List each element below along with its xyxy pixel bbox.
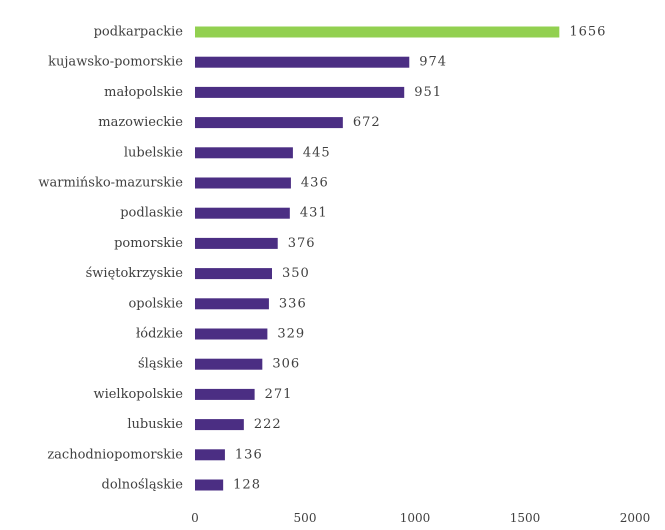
value-label: 136: [235, 447, 263, 462]
value-labels: 1656 974 951 672 445 436 431 376 350 336 329 306 271…: [233, 25, 606, 493]
bar: [195, 207, 290, 219]
x-axis: 0 500 1000 1500 2000: [191, 511, 650, 525]
bar: [195, 388, 255, 400]
value-label: 128: [233, 478, 261, 493]
category-label: małopolskie: [104, 85, 183, 100]
value-label: 436: [301, 176, 329, 191]
category-label: zachodniopomorskie: [47, 447, 183, 462]
value-label: 951: [414, 85, 442, 100]
category-label: warmińsko-mazurskie: [38, 176, 183, 191]
category-label: dolnośląskie: [102, 478, 184, 493]
value-label: 222: [254, 417, 282, 432]
bar: [195, 237, 278, 249]
bar: [195, 449, 225, 461]
value-label: 672: [353, 115, 381, 130]
bar: [195, 117, 343, 129]
x-tick-label: 500: [294, 511, 317, 525]
x-tick-label: 1500: [510, 511, 541, 525]
category-label: łódzkie: [136, 327, 183, 342]
bar: [195, 419, 244, 431]
bar: [195, 86, 405, 98]
x-tick-label: 2000: [620, 511, 651, 525]
bar: [195, 177, 291, 189]
value-label: 974: [419, 55, 447, 70]
bar: [195, 479, 224, 491]
category-label: kujawsko-pomorskie: [48, 55, 183, 70]
bar: [195, 56, 410, 68]
x-tick-label: 1000: [400, 511, 431, 525]
bars: [195, 26, 560, 491]
bar: [195, 328, 268, 340]
category-label: podlaskie: [120, 206, 183, 221]
value-label: 329: [277, 327, 305, 342]
bar: [195, 268, 272, 280]
category-label: lubuskie: [127, 417, 183, 432]
value-label: 445: [303, 145, 331, 160]
bar: [195, 358, 263, 370]
category-label: lubelskie: [124, 145, 183, 160]
category-label: mazowieckie: [98, 115, 183, 130]
bar: [195, 147, 293, 159]
x-tick-label: 0: [191, 511, 199, 525]
category-label: opolskie: [128, 296, 183, 311]
category-label: śląskie: [138, 357, 183, 372]
category-label: podkarpackie: [94, 25, 184, 40]
bar: [195, 298, 269, 310]
value-label: 376: [288, 236, 316, 251]
value-label: 306: [272, 357, 300, 372]
category-labels: podkarpackie kujawsko-pomorskie małopolski…: [38, 25, 183, 493]
category-label: świętokrzyskie: [86, 266, 184, 281]
value-label: 1656: [569, 25, 606, 40]
value-label: 431: [300, 206, 328, 221]
value-label: 336: [279, 296, 307, 311]
value-label: 350: [282, 266, 310, 281]
bar: [195, 26, 560, 38]
category-label: pomorskie: [114, 236, 183, 251]
category-label: wielkopolskie: [93, 387, 183, 402]
value-label: 271: [265, 387, 293, 402]
